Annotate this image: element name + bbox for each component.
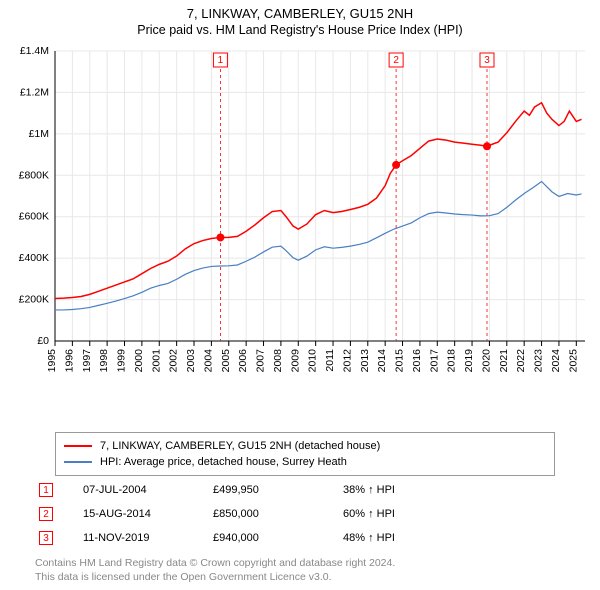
sales-row: 1 07-JUL-2004£499,95038% ↑ HPI <box>35 478 575 502</box>
svg-text:2008: 2008 <box>272 349 284 373</box>
legend-item: 7, LINKWAY, CAMBERLEY, GU15 2NH (detache… <box>64 438 546 454</box>
sales-marker-icon: 2 <box>39 507 53 521</box>
sales-row: 3 11-NOV-2019£940,00048% ↑ HPI <box>35 526 575 550</box>
sales-price: £940,000 <box>213 532 343 544</box>
svg-text:2000: 2000 <box>133 349 145 373</box>
svg-text:2006: 2006 <box>237 349 249 373</box>
svg-text:2002: 2002 <box>168 349 180 373</box>
attribution-text: Contains HM Land Registry data © Crown c… <box>35 556 395 584</box>
svg-text:2013: 2013 <box>359 349 371 373</box>
sales-date: 07-JUL-2004 <box>83 484 213 496</box>
svg-text:2021: 2021 <box>498 349 510 373</box>
sales-date: 15-AUG-2014 <box>83 508 213 520</box>
svg-text:2017: 2017 <box>428 349 440 373</box>
sales-price: £499,950 <box>213 484 343 496</box>
legend-item: HPI: Average price, detached house, Surr… <box>64 454 546 470</box>
svg-text:1995: 1995 <box>46 349 58 373</box>
sales-pct: 60% ↑ HPI <box>343 508 473 520</box>
sales-marker-icon: 1 <box>39 483 53 497</box>
svg-text:£200K: £200K <box>19 294 49 306</box>
svg-text:2019: 2019 <box>463 349 475 373</box>
svg-text:2024: 2024 <box>550 349 562 373</box>
chart-title: 7, LINKWAY, CAMBERLEY, GU15 2NH <box>0 0 600 21</box>
svg-text:1996: 1996 <box>63 349 75 373</box>
legend-swatch <box>64 461 92 463</box>
svg-text:2001: 2001 <box>150 349 162 373</box>
sales-pct: 38% ↑ HPI <box>343 484 473 496</box>
svg-text:£0: £0 <box>37 335 49 347</box>
sales-pct: 48% ↑ HPI <box>343 532 473 544</box>
svg-text:2005: 2005 <box>220 349 232 373</box>
svg-text:2007: 2007 <box>255 349 267 373</box>
svg-text:1997: 1997 <box>81 349 93 373</box>
svg-text:2022: 2022 <box>515 349 527 373</box>
svg-text:2010: 2010 <box>307 349 319 373</box>
svg-text:£1.4M: £1.4M <box>20 45 49 57</box>
sales-price: £850,000 <box>213 508 343 520</box>
svg-text:2025: 2025 <box>567 349 579 373</box>
svg-text:1999: 1999 <box>116 349 128 373</box>
legend-label: 7, LINKWAY, CAMBERLEY, GU15 2NH (detache… <box>100 440 380 452</box>
chart-subtitle: Price paid vs. HM Land Registry's House … <box>0 21 600 41</box>
legend-swatch <box>64 445 92 447</box>
chart-plot-area: £0 £200K £400K £600K £800K £1M £1.2M £1.4M 1995 1… <box>0 41 600 421</box>
legend-label: HPI: Average price, detached house, Surr… <box>100 456 347 468</box>
svg-text:£400K: £400K <box>19 252 49 264</box>
svg-text:2: 2 <box>393 55 399 66</box>
svg-text:2014: 2014 <box>376 349 388 373</box>
sales-table: 1 07-JUL-2004£499,95038% ↑ HPI 2 15-AUG-201… <box>35 478 575 550</box>
sales-date: 11-NOV-2019 <box>83 532 213 544</box>
legend: 7, LINKWAY, CAMBERLEY, GU15 2NH (detache… <box>55 432 555 476</box>
sales-marker-icon: 3 <box>39 531 53 545</box>
svg-text:3: 3 <box>484 55 490 66</box>
line-chart-svg: £0 £200K £400K £600K £800K £1M £1.2M £1.4M 1995 1… <box>0 41 600 421</box>
svg-text:2003: 2003 <box>185 349 197 373</box>
svg-text:£600K: £600K <box>19 211 49 223</box>
svg-text:1: 1 <box>218 55 224 66</box>
attribution-line: This data is licensed under the Open Gov… <box>35 570 395 584</box>
svg-text:2015: 2015 <box>394 349 406 373</box>
svg-text:2020: 2020 <box>480 349 492 373</box>
attribution-line: Contains HM Land Registry data © Crown c… <box>35 556 395 570</box>
svg-text:1998: 1998 <box>98 349 110 373</box>
svg-text:2011: 2011 <box>324 349 336 372</box>
svg-text:£1.2M: £1.2M <box>20 86 49 98</box>
svg-text:2009: 2009 <box>289 349 301 373</box>
svg-text:2018: 2018 <box>446 349 458 373</box>
svg-text:£800K: £800K <box>19 169 49 181</box>
svg-text:2016: 2016 <box>411 349 423 373</box>
sales-row: 2 15-AUG-2014£850,00060% ↑ HPI <box>35 502 575 526</box>
chart-container: 7, LINKWAY, CAMBERLEY, GU15 2NH Price pa… <box>0 0 600 590</box>
svg-text:2012: 2012 <box>341 349 353 373</box>
svg-text:£1M: £1M <box>29 128 49 140</box>
svg-text:2004: 2004 <box>202 349 214 373</box>
svg-text:2023: 2023 <box>533 349 545 373</box>
